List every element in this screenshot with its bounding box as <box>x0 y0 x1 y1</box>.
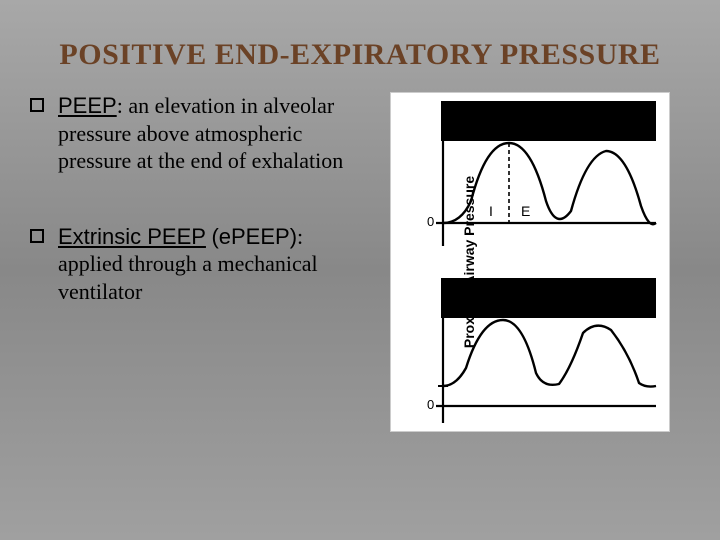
pressure-curve <box>443 143 656 224</box>
inspiration-label: I <box>489 203 493 219</box>
chart-area: Proximal Airway Pressure I E 0 <box>390 92 670 432</box>
waveform-bottom <box>431 278 661 428</box>
zero-label: 0 <box>427 397 434 412</box>
bullet-text: PEEP: an elevation in alveolar pressure … <box>58 92 360 175</box>
slide-title: POSITIVE END-EXPIRATORY PRESSURE <box>0 0 720 72</box>
content-area: PEEP: an elevation in alveolar pressure … <box>0 72 720 432</box>
text-column: PEEP: an elevation in alveolar pressure … <box>30 92 370 432</box>
term: PEEP <box>58 93 117 118</box>
chart-column: Proximal Airway Pressure I E 0 <box>370 92 680 432</box>
zero-label: 0 <box>427 214 434 229</box>
expiration-label: E <box>521 203 530 219</box>
bullet-marker-icon <box>30 98 44 112</box>
bullet-marker-icon <box>30 229 44 243</box>
chart-panel-bottom: 0 <box>431 278 661 428</box>
bullet-item: Extrinsic PEEP (ePEEP): applied through … <box>30 223 360 306</box>
chart-panel-top: I E 0 <box>431 101 661 251</box>
bullet-text: Extrinsic PEEP (ePEEP): applied through … <box>58 223 360 306</box>
term: Extrinsic PEEP <box>58 224 206 249</box>
bullet-item: PEEP: an elevation in alveolar pressure … <box>30 92 360 175</box>
waveform-top: I E <box>431 101 661 251</box>
pressure-curve <box>443 320 656 387</box>
